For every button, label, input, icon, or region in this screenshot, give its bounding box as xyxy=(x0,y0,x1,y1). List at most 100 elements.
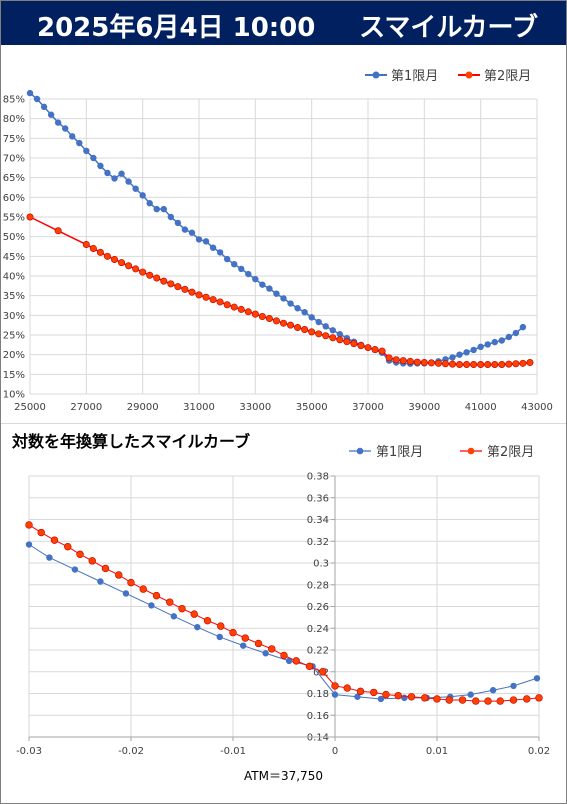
data-point xyxy=(319,668,327,676)
header-banner: 2025年6月4日 10:00 スマイルカーブ xyxy=(1,1,566,45)
data-point xyxy=(178,604,186,613)
data-point xyxy=(343,684,351,692)
data-point xyxy=(258,313,266,321)
data-point xyxy=(498,360,506,368)
data-point xyxy=(427,359,435,367)
data-point xyxy=(448,360,456,368)
data-point xyxy=(413,358,421,366)
y-tick-label: 0.34 xyxy=(307,515,329,526)
data-point xyxy=(385,354,393,362)
data-point xyxy=(259,281,266,288)
data-point xyxy=(280,295,287,302)
series-line-2 xyxy=(29,216,531,366)
data-point xyxy=(329,334,337,342)
data-point xyxy=(308,328,316,336)
data-point xyxy=(148,602,155,609)
data-point xyxy=(101,564,110,573)
y-tick-label: 10% xyxy=(3,390,25,401)
data-point xyxy=(463,360,471,368)
data-point xyxy=(467,691,474,698)
data-point xyxy=(322,332,330,340)
data-point xyxy=(181,226,189,233)
data-point xyxy=(244,308,252,316)
data-point xyxy=(71,566,79,573)
data-point xyxy=(519,359,527,367)
data-point xyxy=(47,111,55,118)
data-point xyxy=(377,695,385,703)
data-point xyxy=(407,693,416,701)
data-point xyxy=(272,317,280,325)
legend-label: 第2限月 xyxy=(487,445,534,460)
y-tick-label: 70% xyxy=(3,154,25,165)
data-point xyxy=(195,291,203,299)
data-point xyxy=(364,344,372,352)
data-point xyxy=(229,628,237,637)
data-point xyxy=(484,341,491,348)
data-point xyxy=(160,205,167,213)
data-point xyxy=(357,342,365,350)
data-point xyxy=(305,662,314,671)
data-point xyxy=(356,687,365,696)
data-point xyxy=(477,343,484,350)
data-point xyxy=(505,333,513,341)
data-point xyxy=(280,651,288,660)
data-point xyxy=(127,578,135,587)
data-point xyxy=(118,170,125,177)
legend-marker-2 xyxy=(467,447,475,455)
data-point xyxy=(217,622,225,630)
data-point xyxy=(82,241,90,249)
data-point xyxy=(421,694,429,702)
data-point xyxy=(350,340,358,348)
y-tick-label: 0.14 xyxy=(307,733,329,744)
header-date: 2025年6月4日 10:00 xyxy=(37,13,316,43)
data-point xyxy=(245,270,252,278)
legend-marker-1 xyxy=(372,71,380,79)
legend-label: 第1限月 xyxy=(376,445,423,460)
data-point xyxy=(496,697,504,705)
data-point xyxy=(122,590,130,597)
data-point xyxy=(167,213,175,221)
data-point xyxy=(230,303,238,311)
legend-marker-1 xyxy=(356,447,364,455)
data-point xyxy=(223,301,231,309)
data-point xyxy=(279,319,287,327)
y-tick-label: 0.18 xyxy=(307,689,329,700)
data-point xyxy=(46,554,53,561)
y-tick-label: 25% xyxy=(3,331,25,342)
data-point xyxy=(294,324,302,332)
x-tick-label: 27000 xyxy=(70,402,102,413)
data-point xyxy=(174,219,182,227)
data-point xyxy=(33,95,41,103)
data-point xyxy=(392,356,400,364)
x-tick-label: 0 xyxy=(332,746,338,757)
data-point xyxy=(166,598,174,606)
data-point xyxy=(103,252,111,260)
data-point xyxy=(519,323,527,331)
data-point xyxy=(237,305,245,313)
data-point xyxy=(509,696,518,704)
data-point xyxy=(115,571,123,579)
data-point xyxy=(456,360,464,368)
data-point xyxy=(287,321,295,329)
data-point xyxy=(533,675,541,682)
data-point xyxy=(301,308,308,316)
data-point xyxy=(188,288,196,296)
data-point xyxy=(132,185,139,192)
data-point xyxy=(170,613,178,620)
data-point xyxy=(512,360,520,368)
y-tick-label: 85% xyxy=(3,95,25,106)
data-point xyxy=(25,541,33,548)
smile-curve-chart: 85% 80% 75% 70% 65% 60% 55% 50% 45% 40% 35% 30% 25% 2… xyxy=(3,69,553,413)
data-point xyxy=(40,103,48,111)
y-tick-label: 35% xyxy=(3,291,25,302)
data-point xyxy=(399,357,407,365)
data-point xyxy=(354,693,361,700)
data-point xyxy=(434,359,442,367)
data-point xyxy=(370,688,378,697)
y-tick-label: 0.38 xyxy=(307,472,329,483)
data-point xyxy=(76,139,83,147)
y-tick-label: 80% xyxy=(3,114,25,125)
data-point xyxy=(26,213,34,221)
data-point xyxy=(285,657,293,665)
data-point xyxy=(216,633,223,641)
